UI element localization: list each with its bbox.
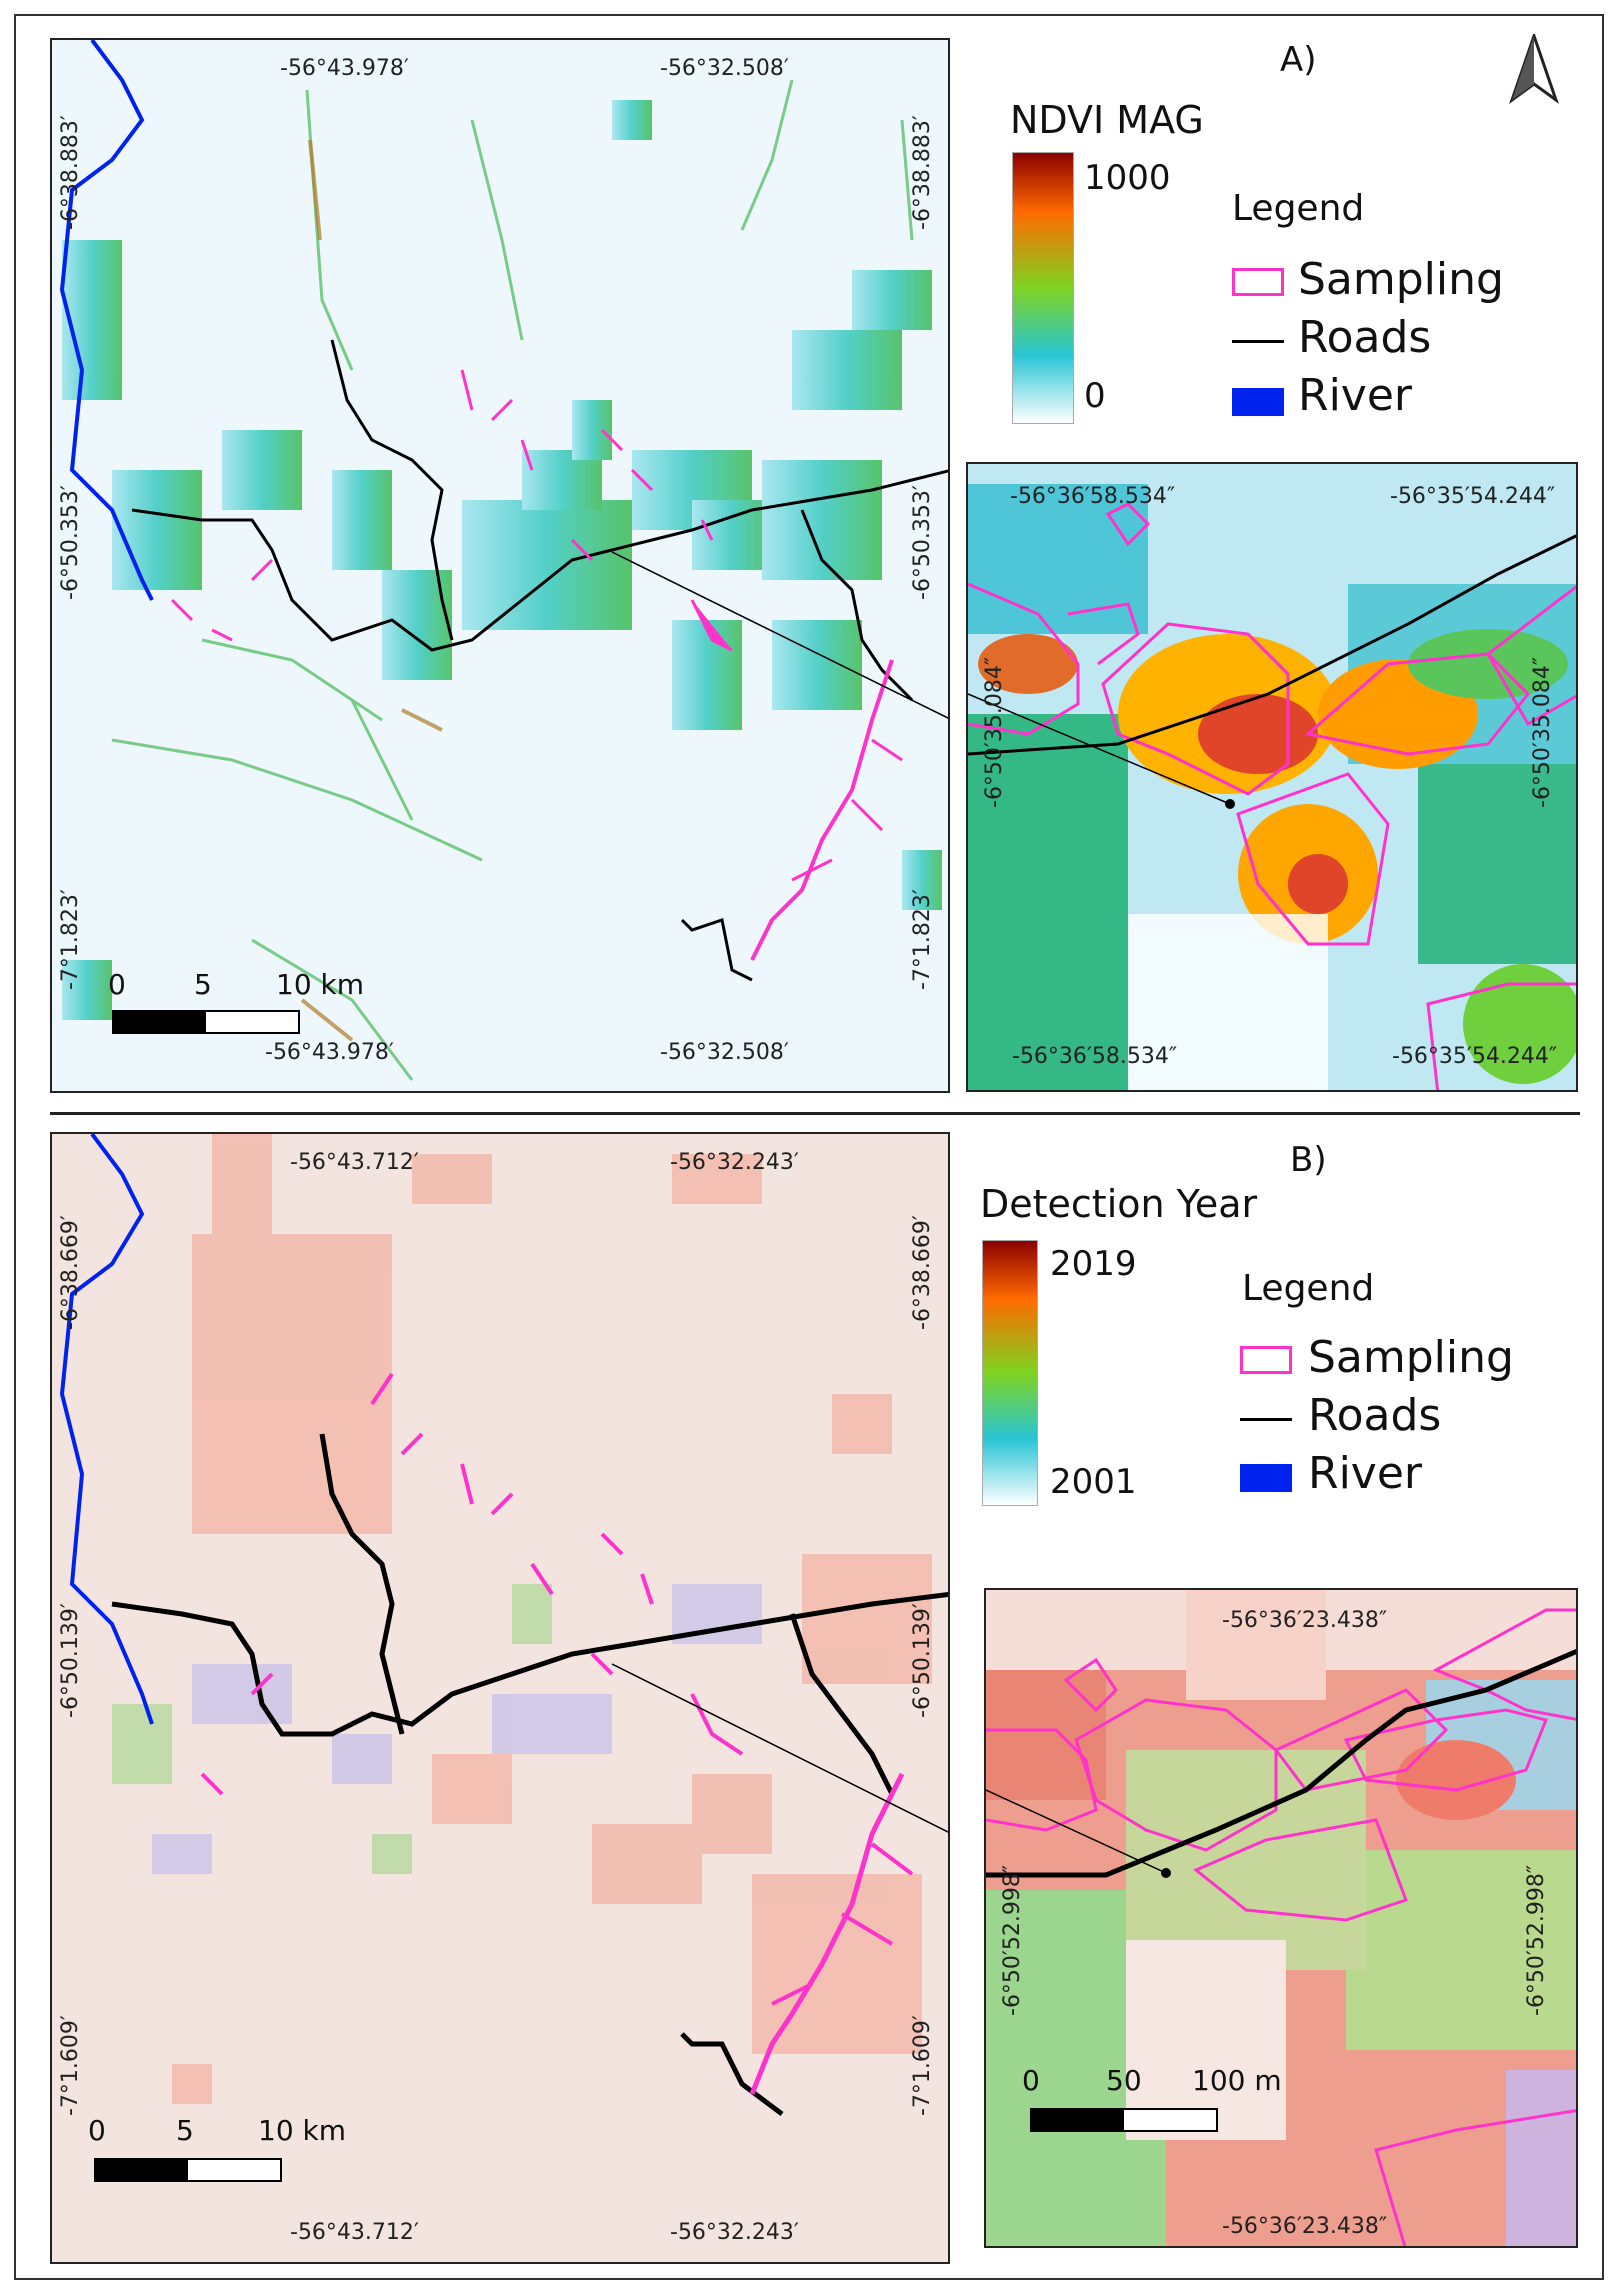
- panel-b-legend-river: River: [1308, 1448, 1422, 1499]
- panel-b-inset-scale-0: 0: [1022, 2064, 1040, 2097]
- panel-b-scale-5: 5: [176, 2114, 194, 2147]
- panel-b-top-lon-2: -56°32.243′: [670, 1150, 799, 1175]
- panel-separator: [50, 1112, 1580, 1115]
- panel-b-lat-3-left: -7°1.609′: [58, 2015, 83, 2116]
- panel-b-ramp-title: Detection Year: [980, 1182, 1258, 1226]
- panel-b-lat-1-left: -6°38.669′: [58, 1215, 83, 1330]
- panel-a-scale-bar: [112, 1010, 300, 1034]
- panel-b-ramp-min: 2001: [1050, 1462, 1137, 1502]
- panel-a-lat-1-left: -6°38.883′: [58, 115, 83, 230]
- panel-a-inset-lat-left: -6°50′35.084″: [982, 656, 1007, 808]
- panel-b-lat-2-right: -6°50.139′: [910, 1603, 935, 1718]
- panel-a-legend-river: River: [1298, 370, 1412, 421]
- panel-a-inset-graphic: [968, 464, 1576, 1090]
- panel-b-inset-scale-bar: [1030, 2108, 1218, 2132]
- panel-a-ramp-min: 0: [1084, 376, 1106, 416]
- panel-a-inset-bottom-lon-2: -56°35′54.244″: [1392, 1044, 1558, 1069]
- panel-b-lat-2-left: -6°50.139′: [58, 1603, 83, 1718]
- panel-a-lat-1-right: -6°38.883′: [910, 115, 935, 230]
- panel-b-legend-roads: Roads: [1308, 1390, 1442, 1441]
- panel-b-scale-0: 0: [88, 2114, 106, 2147]
- panel-b-lat-3-right: -7°1.609′: [910, 2015, 935, 2116]
- panel-b-bottom-lon-1: -56°43.712′: [290, 2220, 419, 2245]
- panel-a-legend-sampling: Sampling: [1298, 254, 1504, 305]
- panel-b-ramp-bar: [982, 1240, 1038, 1506]
- panel-a-inset-bottom-lon: -56°36′58.534″: [1012, 1044, 1178, 1069]
- panel-a-ramp-title: NDVI MAG: [1010, 98, 1204, 142]
- panel-a-legend: [1200, 168, 1540, 428]
- panel-a-lat-3-left: -7°1.823′: [58, 889, 83, 990]
- panel-a-bottom-lon-1: -56°43.978′: [265, 1040, 394, 1065]
- panel-b-legend-roads-swatch: [1240, 1418, 1292, 1421]
- panel-b-legend-sampling-swatch: [1240, 1346, 1292, 1374]
- panel-a-map-graphic: [52, 40, 948, 1091]
- panel-b-inset-top-lon: -56°36′23.438″: [1222, 1608, 1388, 1633]
- panel-b-main-map: [50, 1132, 950, 2264]
- panel-a-legend-roads-swatch: [1232, 340, 1284, 343]
- panel-b-inset-lat-right: -6°50′52.998″: [1524, 1864, 1549, 2016]
- figure-frame: [14, 14, 1604, 2280]
- north-arrow-icon: [1509, 34, 1559, 104]
- panel-a-inset-lat-right: -6°50′35.084″: [1530, 656, 1555, 808]
- panel-b-label: B): [1290, 1140, 1327, 1180]
- panel-b-lat-1-right: -6°38.669′: [910, 1215, 935, 1330]
- panel-a-scale-10: 10 km: [276, 968, 365, 1001]
- panel-a-legend-roads: Roads: [1298, 312, 1432, 363]
- panel-a-label: A): [1280, 40, 1317, 80]
- panel-b-inset-bottom-lon: -56°36′23.438″: [1222, 2214, 1388, 2239]
- panel-a-inset-map: [966, 462, 1578, 1092]
- panel-a-lat-2-left: -6°50.353′: [58, 485, 83, 600]
- panel-a-ramp-max: 1000: [1084, 158, 1171, 198]
- panel-b-inset-map: [984, 1588, 1578, 2248]
- panel-a-legend-sampling-swatch: [1232, 268, 1284, 296]
- panel-b-legend-sampling: Sampling: [1308, 1332, 1514, 1383]
- panel-b-bottom-lon-2: -56°32.243′: [670, 2220, 799, 2245]
- panel-b-map-graphic: [52, 1134, 948, 2262]
- panel-b-inset-lat-left: -6°50′52.998″: [1000, 1864, 1025, 2016]
- panel-a-top-lon-1: -56°43.978′: [280, 56, 409, 81]
- panel-b-ramp-max: 2019: [1050, 1244, 1137, 1284]
- panel-a-lat-3-right: -7°1.823′: [910, 889, 935, 990]
- panel-b-inset-scale-50: 50: [1106, 2064, 1142, 2097]
- panel-a-legend-title: Legend: [1232, 188, 1365, 229]
- panel-b-inset-scale-100: 100 m: [1192, 2064, 1282, 2097]
- panel-a-lat-2-right: -6°50.353′: [910, 485, 935, 600]
- panel-b-inset-graphic: [986, 1590, 1576, 2246]
- panel-a-ramp-bar: [1012, 152, 1074, 424]
- panel-b-legend-title: Legend: [1242, 1268, 1375, 1309]
- panel-b-legend-river-swatch: [1240, 1464, 1292, 1492]
- panel-b-scale-bar: [94, 2158, 282, 2182]
- panel-a-inset-top-lon: -56°36′58.534″: [1010, 484, 1176, 509]
- panel-b-top-lon-1: -56°43.712′: [290, 1150, 419, 1175]
- panel-a-top-lon-2: -56°32.508′: [660, 56, 789, 81]
- panel-a-legend-river-swatch: [1232, 388, 1284, 416]
- panel-a-scale-0: 0: [108, 968, 126, 1001]
- panel-a-inset-top-lon-2: -56°35′54.244″: [1390, 484, 1556, 509]
- panel-a-bottom-lon-2: -56°32.508′: [660, 1040, 789, 1065]
- panel-b-scale-10: 10 km: [258, 2114, 347, 2147]
- panel-a-scale-5: 5: [194, 968, 212, 1001]
- panel-a-main-map: [50, 38, 950, 1093]
